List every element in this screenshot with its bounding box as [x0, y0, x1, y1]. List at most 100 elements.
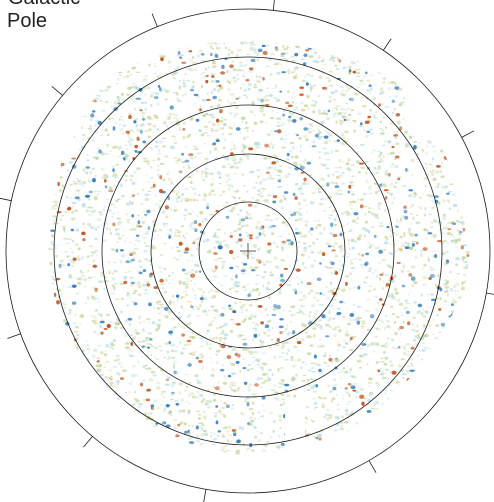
noise-speckle	[394, 136, 398, 140]
noise-speckle	[202, 240, 207, 243]
noise-speckle	[169, 458, 173, 461]
noise-speckle	[115, 379, 119, 383]
noise-speckle	[462, 167, 467, 171]
noise-speckle	[145, 447, 149, 451]
noise-speckle	[402, 448, 405, 450]
noise-speckle	[306, 210, 308, 214]
noise-speckle	[180, 352, 184, 355]
noise-speckle	[169, 35, 172, 37]
noise-speckle	[345, 38, 348, 40]
noise-speckle	[258, 333, 260, 337]
noise-speckle	[117, 198, 121, 201]
noise-speckle	[124, 52, 129, 56]
noise-speckle	[282, 57, 286, 60]
noise-speckle	[96, 218, 102, 221]
noise-speckle	[404, 167, 408, 172]
noise-speckle	[199, 304, 202, 307]
noise-speckle	[223, 401, 227, 405]
noise-speckle	[270, 338, 274, 341]
noise-speckle	[301, 36, 303, 39]
noise-speckle	[290, 355, 294, 359]
noise-speckle	[328, 140, 331, 142]
noise-speckle	[153, 63, 157, 65]
noise-speckle	[390, 81, 395, 84]
noise-speckle	[187, 176, 192, 178]
noise-speckle	[328, 79, 331, 83]
noise-speckle	[405, 343, 411, 346]
noise-speckle	[457, 418, 461, 423]
noise-speckle	[333, 334, 337, 337]
noise-speckle	[78, 367, 82, 369]
noise-speckle	[254, 350, 258, 354]
noise-speckle	[70, 247, 73, 250]
noise-speckle	[455, 111, 460, 116]
noise-speckle	[393, 82, 397, 85]
noise-speckle	[395, 233, 399, 236]
noise-speckle	[460, 126, 465, 130]
noise-speckle	[230, 152, 234, 156]
noise-speckle	[189, 321, 192, 325]
noise-speckle	[314, 362, 318, 366]
noise-speckle	[431, 116, 435, 119]
noise-speckle	[443, 326, 446, 330]
noise-speckle	[349, 312, 355, 318]
noise-speckle	[257, 304, 263, 308]
noise-speckle	[184, 446, 188, 449]
noise-speckle	[137, 340, 143, 344]
noise-speckle	[342, 394, 345, 398]
noise-speckle	[90, 209, 95, 214]
noise-speckle	[256, 169, 261, 172]
noise-speckle	[180, 351, 184, 355]
noise-speckle	[428, 213, 432, 216]
noise-speckle	[45, 448, 48, 450]
noise-speckle	[338, 260, 342, 262]
noise-speckle	[408, 135, 413, 139]
noise-speckle	[388, 36, 390, 39]
noise-speckle	[338, 428, 344, 430]
noise-speckle	[115, 248, 119, 253]
noise-speckle	[322, 86, 328, 90]
noise-speckle	[375, 381, 379, 385]
noise-speckle	[409, 457, 412, 460]
noise-speckle	[267, 107, 270, 110]
noise-speckle	[261, 448, 266, 453]
noise-speckle	[365, 220, 368, 224]
noise-speckle	[209, 337, 214, 341]
noise-speckle	[204, 174, 208, 179]
noise-speckle	[450, 313, 455, 317]
noise-speckle	[52, 416, 57, 421]
noise-speckle	[291, 146, 295, 150]
noise-speckle	[461, 96, 466, 100]
noise-speckle	[330, 440, 333, 443]
noise-speckle	[88, 413, 91, 416]
noise-speckle	[329, 304, 334, 308]
noise-speckle	[229, 167, 234, 169]
noise-speckle	[302, 261, 305, 266]
noise-speckle	[92, 402, 96, 405]
noise-speckle	[71, 260, 76, 264]
noise-speckle	[304, 80, 308, 82]
noise-speckle	[94, 416, 97, 420]
noise-speckle	[230, 184, 234, 188]
noise-speckle	[325, 49, 329, 53]
noise-speckle	[144, 364, 148, 367]
noise-speckle	[462, 91, 467, 94]
noise-speckle	[346, 430, 351, 432]
noise-speckle	[378, 249, 383, 254]
noise-speckle	[393, 108, 397, 111]
noise-speckle	[126, 291, 130, 295]
noise-speckle	[326, 151, 329, 154]
noise-speckle	[427, 173, 430, 177]
noise-speckle	[340, 376, 343, 380]
noise-speckle	[259, 386, 264, 389]
noise-speckle	[101, 153, 104, 157]
noise-speckle	[270, 435, 273, 439]
noise-speckle	[432, 70, 437, 73]
noise-speckle	[321, 372, 324, 376]
noise-speckle	[182, 165, 185, 169]
noise-speckle	[108, 369, 113, 372]
noise-speckle	[463, 61, 469, 65]
noise-speckle	[174, 399, 179, 403]
noise-speckle	[129, 142, 132, 147]
noise-speckle	[176, 161, 179, 165]
